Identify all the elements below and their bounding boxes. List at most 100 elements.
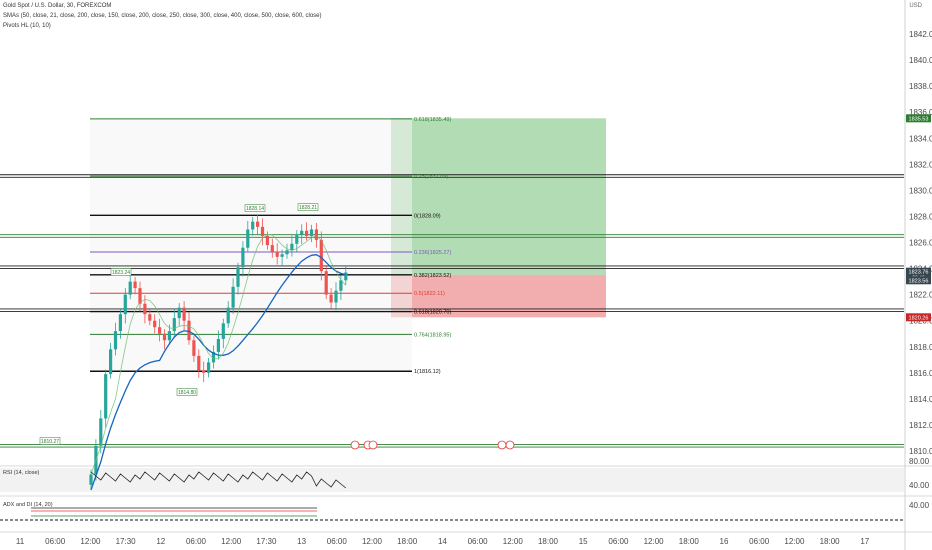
candle-body [295,234,299,244]
candle-body [226,307,230,324]
pivot-label-box [176,388,198,396]
event-flag-icon [350,440,360,450]
time-tick-label: 15 [579,537,588,546]
price-badge[interactable]: 1820.26 [906,313,931,322]
candle-body [211,351,216,363]
currency-label: USD [909,3,922,9]
target-zone [391,118,606,275]
candle-body [113,331,118,350]
candle-body [109,349,113,375]
candle-body [241,247,245,268]
time-tick-label: 12:00 [80,537,101,546]
fib-level-label: 0.764(1818.95) [414,332,451,338]
fib-level-label: 0.382(1823.52) [414,273,451,279]
price-tick-label: 1826.00 [909,239,932,248]
rsi-label: RSI (14, close) [3,470,40,476]
price-tick-label: 1814.00 [909,395,932,404]
time-tick-label: 06:00 [327,537,348,546]
price-tick-label: 1810.00 [909,447,932,456]
candle-body [339,280,343,291]
candle-body [138,288,142,304]
price-badge-box [906,276,931,285]
price-tick-label: 1842.00 [909,30,932,39]
price-badge[interactable]: 1835.53 [906,114,931,123]
time-tick-label: 06:00 [608,537,629,546]
sma-slow-line [90,254,346,491]
candle-body [202,370,206,373]
rsi-line [90,471,347,489]
candle-body [162,333,167,341]
time-tick-label: 06:00 [186,537,207,546]
candle-body [187,320,191,341]
candle-body [334,290,338,303]
time-tick-label: 11 [16,537,25,546]
rsi-panel [0,468,904,492]
candle-body [143,303,147,315]
event-flag-icon [368,440,378,450]
candle-body [314,229,318,240]
price-badge-box [906,313,931,322]
time-tick-label: 12:00 [503,537,524,546]
candle-body [128,281,132,295]
price-tick-label: 1812.00 [909,421,932,430]
time-tick-label: 17 [860,537,869,546]
candle-body [167,331,171,341]
event-flag-icon [505,440,515,450]
candle-body [256,221,260,227]
candle-body [260,226,265,236]
price-badge-value: 1823.56 [909,278,929,284]
candle-body [89,474,93,485]
price-tick-label: 1818.00 [909,343,932,352]
candle-body [153,320,157,328]
time-tick-label: 14 [438,537,447,546]
candle-body [172,318,176,332]
candle-body [236,267,240,287]
candle-body [251,221,255,230]
sma-legend[interactable]: SMAs (50, close, 21, close, 200, close, … [3,13,322,19]
candle-body [158,327,162,334]
pivot-label: 1814.80 [178,390,196,396]
time-tick-label: 17:30 [116,537,137,546]
time-tick-label: 12 [156,537,165,546]
candle-body [99,418,103,446]
price-badge[interactable]: 1823.56 [906,276,931,285]
pivot-label-box [39,437,61,445]
candle-body [118,314,122,332]
fib-level-label: 0.236(1825.27) [414,250,451,256]
candle-body [280,254,284,257]
fib-range-background [90,118,412,372]
candle-body [104,374,108,419]
time-tick-label: 12:00 [362,537,383,546]
price-tick-label: 1834.00 [909,134,932,143]
time-tick-label: 18:00 [679,537,700,546]
time-tick-label: 12:00 [784,537,805,546]
candle-body [207,362,211,373]
price-badge-value: 1835.53 [909,116,929,122]
candle-body [275,251,279,257]
event-flag-icon [497,440,507,450]
time-tick-label: 06:00 [749,537,770,546]
candle-body [246,229,250,248]
time-tick-label: 18:00 [538,537,559,546]
price-badge-value: 1820.26 [909,315,929,321]
price-tick-label: 1830.00 [909,186,932,195]
candle-body [285,250,289,255]
candle-body [148,314,152,321]
adx-tick-label: 40.00 [909,501,930,510]
price-tick-label: 1836.00 [909,108,932,117]
candle-body [197,355,201,371]
candle-body [133,281,137,289]
pivot-label-box [244,204,266,212]
pivot-label-box [297,203,319,211]
candle-body [177,307,181,319]
time-tick-label: 12:00 [221,537,242,546]
candle-body [309,229,314,236]
rsi-tick-label: 40.00 [909,481,930,490]
candle-body [216,338,220,352]
pivot-label: 1823.24 [112,270,130,276]
price-badge-value: 1823.76 [909,270,929,276]
pivots-legend[interactable]: Pivots HL (10, 10) [3,23,51,29]
price-tick-label: 1816.00 [909,369,932,378]
